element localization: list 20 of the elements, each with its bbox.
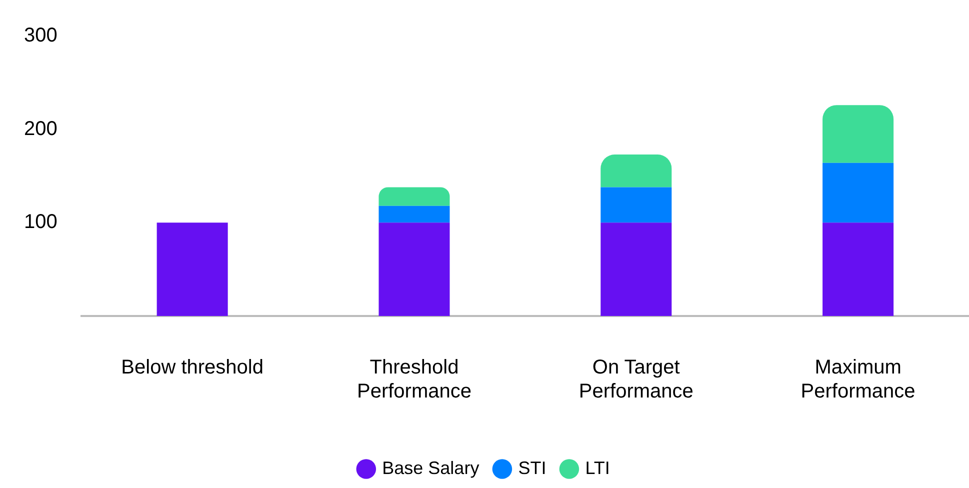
bar <box>600 222 672 316</box>
x-tick-label: Threshold Performance <box>356 356 472 403</box>
bar <box>600 154 672 188</box>
bar <box>822 222 894 316</box>
x-tick-label: On Target Performance <box>578 356 694 403</box>
bar <box>156 222 228 316</box>
y-tick-label: 100 <box>24 211 58 234</box>
bar <box>378 222 450 316</box>
y-tick-label: 200 <box>24 118 58 140</box>
bar <box>600 187 672 223</box>
y-tick-label: 300 <box>24 24 58 47</box>
x-tick-label: Maximum Performance <box>800 356 916 403</box>
legend-label: Base Salary <box>382 458 480 478</box>
bar <box>378 187 450 206</box>
x-tick-label: Below threshold <box>121 356 264 379</box>
bar <box>822 105 894 163</box>
bar <box>822 162 894 223</box>
bar <box>378 206 450 223</box>
legend-label: LTI <box>585 458 610 478</box>
legend-label: STI <box>518 458 546 478</box>
